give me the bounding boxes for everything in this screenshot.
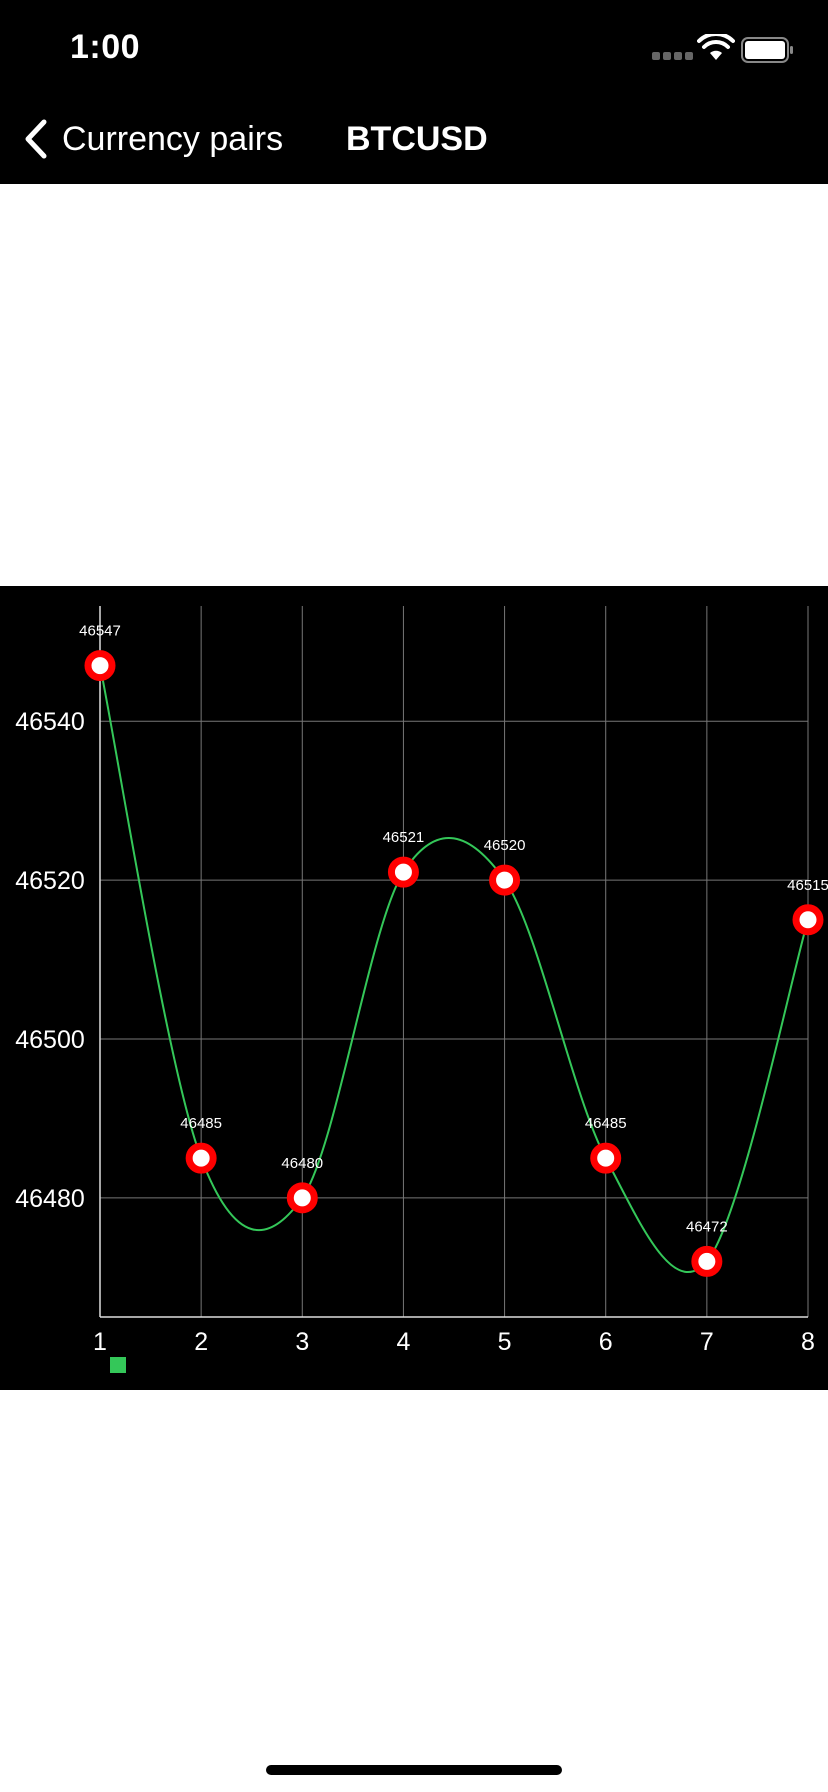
page-title: BTCUSD: [346, 120, 488, 158]
data-label: 46472: [686, 1218, 728, 1235]
data-point: [286, 1182, 318, 1214]
wifi-icon: [697, 34, 735, 60]
back-button[interactable]: Currency pairs: [22, 118, 283, 160]
data-label: 46520: [484, 837, 526, 854]
legend-swatch: [110, 1357, 126, 1373]
navigation-header: 1:00 Currency pairs BTCUSD: [0, 0, 828, 184]
data-label: 46485: [585, 1115, 627, 1132]
data-point: [489, 864, 521, 896]
cellular-signal-icon: [652, 52, 693, 60]
x-tick-label: 5: [498, 1328, 512, 1356]
status-time: 1:00: [70, 28, 141, 66]
series-line: [99, 665, 809, 1273]
chevron-left-icon: [25, 119, 47, 159]
x-tick-label: 4: [396, 1328, 410, 1356]
data-point: [387, 856, 419, 888]
x-tick-label: 3: [295, 1328, 309, 1356]
data-label: 46485: [180, 1115, 222, 1132]
data-point: [185, 1142, 217, 1174]
y-tick-label: 46520: [15, 867, 85, 895]
y-tick-label: 46500: [15, 1026, 85, 1054]
battery-icon: [741, 37, 793, 63]
x-tick-label: 2: [194, 1328, 208, 1356]
x-tick-label: 6: [599, 1328, 613, 1356]
data-label: 46521: [383, 829, 425, 846]
x-tick-label: 7: [700, 1328, 714, 1356]
data-point: [84, 650, 116, 682]
x-tick-label: 8: [801, 1328, 815, 1356]
data-point: [792, 904, 824, 936]
data-label: 46547: [79, 623, 121, 640]
price-chart: 46540 46520 46500 46480 1 2 3 4 5 6 7 8 46547 46485 46…: [0, 586, 828, 1390]
data-point: [691, 1245, 723, 1277]
data-point: [590, 1142, 622, 1174]
data-label: 46515: [787, 877, 828, 894]
x-tick-label: 1: [93, 1328, 107, 1356]
home-indicator[interactable]: [266, 1765, 562, 1775]
line-chart: 46540 46520 46500 46480 1 2 3 4 5 6 7 8 46547 46485 46…: [15, 606, 828, 1373]
back-button-label: Currency pairs: [62, 119, 284, 158]
data-label: 46480: [281, 1155, 323, 1172]
y-tick-label: 46480: [15, 1185, 85, 1213]
y-tick-label: 46540: [15, 708, 85, 736]
